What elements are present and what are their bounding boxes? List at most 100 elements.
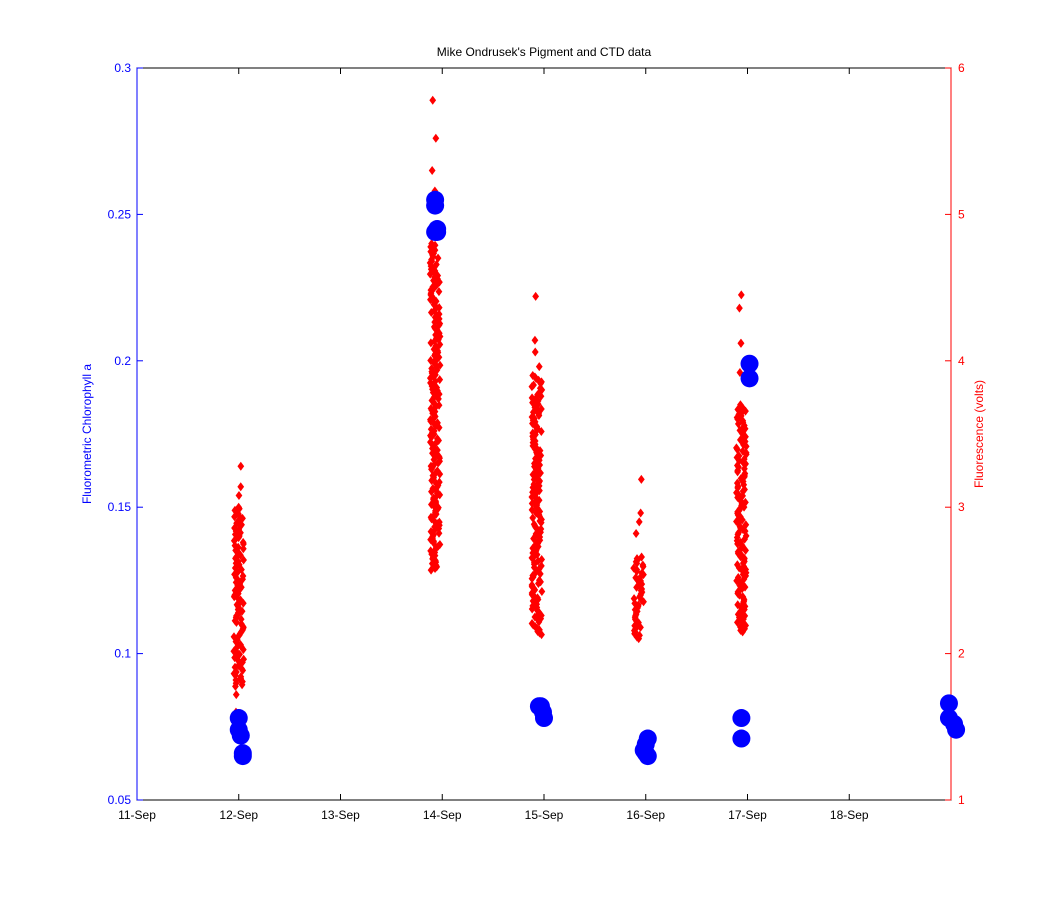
fluorescence-point [637,622,644,632]
fluorescence-point [426,373,434,383]
fluorescence-point [637,508,645,518]
right-tick-label: 1 [958,793,965,807]
chlorophyll-point [638,747,657,766]
chlorophyll-point [740,369,759,388]
fluorescence-point [639,562,647,572]
chlorophyll-point [426,196,445,215]
fluorescence-point [427,565,435,575]
fluorescence-point [428,464,435,474]
chart-title: Mike Ondrusek's Pigment and CTD data [437,45,652,59]
fluorescence-point [435,423,443,433]
fluorescence-point [235,490,243,500]
fluorescence-point [427,307,435,317]
fluorescence-point [231,512,238,522]
fluorescence-point [436,469,444,479]
left-axis-ticks: 0.05 0.1 0.15 0.2 0.25 0.3 [108,61,143,807]
fluorescence-point [426,269,434,279]
x-axis-ticks: 11-Sep 12-Sep 13-Sep 14-Sep 15-Sep 16-Sep 17-S… [118,68,869,822]
right-tick-label: 5 [958,207,965,221]
x-tick-label: 16-Sep [626,808,665,822]
fluorescence-point [237,461,245,471]
x-tick-label: 15-Sep [525,808,564,822]
fluorescence-point [742,545,749,555]
fluorescence-point [535,617,543,627]
fluorescence-point [237,482,245,492]
left-tick-label: 0.15 [108,500,132,514]
right-tick-label: 3 [958,500,965,514]
fluorescence-point [640,597,647,607]
fluorescence-point [535,362,543,372]
chlorophyll-point [732,729,751,748]
fluorescence-point [734,467,741,477]
fluorescence-point [428,165,436,175]
fluorescence-point [232,675,240,685]
x-tick-label: 11-Sep [118,808,156,822]
fluorescence-point [233,617,240,627]
fluorescence-point [432,133,440,143]
fluorescence-point [435,287,443,297]
fluorescence-point [536,569,544,579]
fluorescence-point [737,338,745,348]
chlorophyll-point [535,709,553,728]
right-tick-label: 2 [958,647,965,661]
left-tick-label: 0.1 [114,647,131,661]
fluorescence-point [240,539,247,549]
fluorescence-point [435,394,442,404]
fluorescence-point [435,528,443,538]
fluorescence-point [528,574,536,584]
chlorophyll-series [229,190,966,766]
chlorophyll-point [638,729,657,748]
left-axis-label: Fluorometric Chlorophyll a [80,364,94,504]
fluorescence-point [637,474,645,484]
fluorescence-point [531,335,539,345]
left-tick-label: 0.3 [114,61,131,75]
left-tick-label: 0.25 [108,207,132,221]
right-tick-label: 6 [958,61,965,75]
chlorophyll-point [732,709,751,728]
fluorescence-point [238,680,246,690]
fluorescence-point [427,338,435,348]
fluorescence-point [232,690,240,700]
chlorophyll-point [939,694,958,713]
fluorescence-point [528,382,536,392]
fluorescence-point [736,303,743,313]
fluorescence-point [632,529,640,539]
fluorescence-point [633,582,640,592]
fluorescence-point [534,485,542,495]
left-tick-label: 0.05 [108,793,132,807]
fluorescence-point [535,410,543,420]
x-tick-label: 18-Sep [830,808,869,822]
fluorescence-point [232,681,239,691]
fluorescence-point [635,517,643,527]
right-axis-ticks: 1 2 3 4 5 6 [945,61,965,807]
fluorescence-point [739,627,746,637]
fluorescence-point [429,95,437,105]
fluorescence-point [538,586,546,596]
chlorophyll-point [740,354,759,373]
fluorescence-point [428,487,435,497]
fluorescence-point [240,555,247,565]
fluorescence-point [531,347,539,357]
fluorescence-point [635,634,643,644]
fluorescence-point [737,290,745,300]
fluorescence-point [528,505,536,515]
x-tick-label: 13-Sep [321,808,360,822]
fluorescence-point [532,291,540,301]
fluorescence-point [239,598,247,608]
right-tick-label: 4 [958,354,965,368]
x-tick-label: 14-Sep [423,808,462,822]
fluorescence-point [239,645,247,655]
fluorescence-point [428,475,436,485]
fluorescence-point [742,441,750,451]
right-axis-label: Fluorescence (volts) [972,380,986,488]
x-tick-label: 12-Sep [219,808,258,822]
fluorescence-series [230,95,750,717]
x-tick-label: 17-Sep [728,808,767,822]
fluorescence-point [528,604,536,614]
fluorescence-point [633,566,641,576]
chlorophyll-point [231,726,250,745]
fluorescence-point [538,630,545,640]
fluorescence-point [537,518,545,528]
chlorophyll-point [945,714,964,733]
